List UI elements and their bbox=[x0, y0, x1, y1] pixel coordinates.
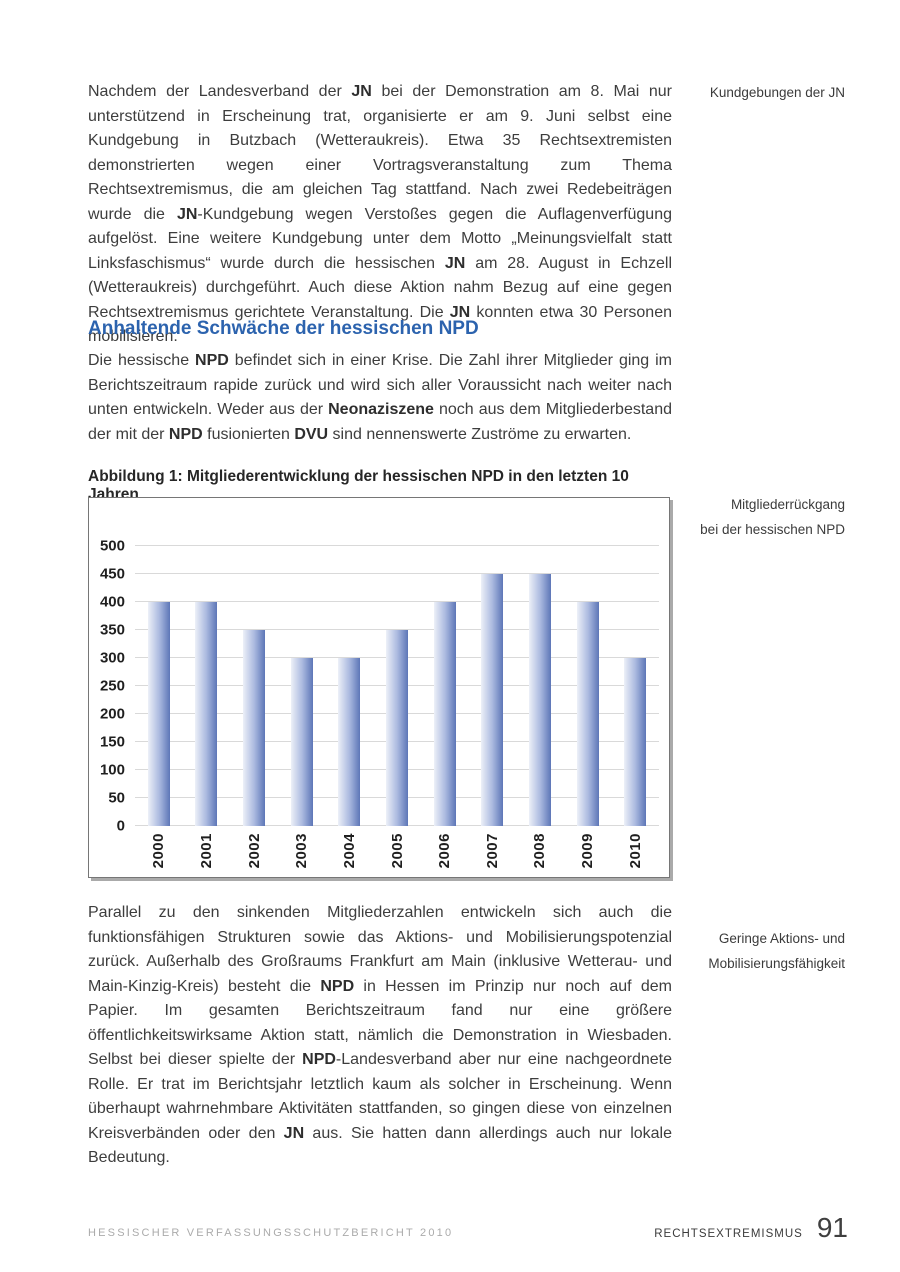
bar-2004 bbox=[338, 658, 361, 826]
margin-note-aktionsfaehigkeit: Geringe Aktions- und Mobilisierungsfähig… bbox=[675, 926, 845, 976]
x-tick-2000: 2000 bbox=[135, 826, 183, 876]
section-heading-npd-schwaeche: Anhaltende Schwäche der hessischen NPD bbox=[88, 318, 479, 339]
y-tick-label-200: 200 bbox=[99, 705, 125, 723]
margin-note-kundgebungen: Kundgebungen der JN bbox=[675, 80, 845, 105]
margin-note-aktionsfaehigkeit-line1: Geringe Aktions- und bbox=[718, 931, 845, 946]
chart-plot-area bbox=[135, 545, 659, 826]
gridline-350 bbox=[135, 629, 659, 630]
y-tick-label-250: 250 bbox=[99, 677, 125, 695]
membership-bar-chart: 0 50 100 150 200 250 300 350 400 450 500 2000 2001 2… bbox=[88, 497, 670, 878]
chart-x-axis: 2000 2001 2002 2003 2004 2005 2006 2007 2008 2009… bbox=[135, 826, 659, 876]
bar-slot-2001 bbox=[183, 546, 231, 826]
footer-page-number: 91 bbox=[816, 1212, 848, 1243]
y-tick-label-400: 400 bbox=[99, 593, 125, 611]
x-tick-2010: 2010 bbox=[611, 826, 659, 876]
bar-2009 bbox=[576, 602, 599, 826]
bar-slot-2008 bbox=[516, 546, 564, 826]
x-tick-label-2003: 2003 bbox=[293, 833, 311, 869]
y-tick-label-0: 0 bbox=[116, 817, 125, 835]
bar-slot-2007 bbox=[468, 546, 516, 826]
x-tick-2004: 2004 bbox=[326, 826, 374, 876]
bar-2000 bbox=[147, 602, 170, 826]
x-tick-label-2002: 2002 bbox=[245, 833, 263, 869]
x-tick-2003: 2003 bbox=[278, 826, 326, 876]
x-tick-label-2001: 2001 bbox=[197, 833, 215, 869]
y-tick-label-150: 150 bbox=[99, 733, 125, 751]
x-tick-2006: 2006 bbox=[421, 826, 469, 876]
bar-slot-2009 bbox=[564, 546, 612, 826]
margin-note-mitgliederrueckgang: Mitgliederrückgang bei der hessischen NP… bbox=[675, 492, 845, 542]
y-tick-label-100: 100 bbox=[99, 761, 125, 779]
bar-2008 bbox=[528, 574, 551, 826]
x-tick-label-2004: 2004 bbox=[340, 833, 358, 869]
bar-slot-2003 bbox=[278, 546, 326, 826]
x-tick-label-2008: 2008 bbox=[531, 833, 549, 869]
bar-slot-2006 bbox=[421, 546, 469, 826]
bar-2001 bbox=[195, 602, 218, 826]
bar-slot-2002 bbox=[230, 546, 278, 826]
bar-2002 bbox=[243, 630, 266, 826]
footer-chapter-label: RECHTSEXTREMISMUS bbox=[654, 1228, 803, 1240]
margin-note-kundgebungen-text: Kundgebungen der JN bbox=[709, 85, 845, 100]
y-tick-label-300: 300 bbox=[99, 649, 125, 667]
bar-2006 bbox=[433, 602, 456, 826]
y-tick-label-50: 50 bbox=[108, 789, 125, 807]
x-tick-2002: 2002 bbox=[230, 826, 278, 876]
x-tick-2009: 2009 bbox=[564, 826, 612, 876]
margin-note-mitgliederrueckgang-line2: bei der hessischen NPD bbox=[700, 522, 845, 537]
x-tick-label-2009: 2009 bbox=[579, 833, 597, 869]
x-tick-2008: 2008 bbox=[516, 826, 564, 876]
paragraph-jn-kundgebungen: Nachdem der Landesverband der JN bei der… bbox=[88, 83, 672, 345]
x-tick-label-2006: 2006 bbox=[436, 833, 454, 869]
gridline-400 bbox=[135, 601, 659, 602]
margin-note-mitgliederrueckgang-line1: Mitgliederrückgang bbox=[730, 497, 845, 512]
bar-2007 bbox=[481, 574, 504, 826]
gridline-450 bbox=[135, 573, 659, 574]
bar-slot-2005 bbox=[373, 546, 421, 826]
gridline-500 bbox=[135, 545, 659, 546]
chart-y-axis: 0 50 100 150 200 250 300 350 400 450 500 bbox=[89, 539, 127, 834]
bar-slot-2010 bbox=[611, 546, 659, 826]
y-tick-label-500: 500 bbox=[99, 537, 125, 555]
paragraph-npd-krise: Die hessische NPD befindet sich in einer… bbox=[88, 352, 673, 443]
bar-2005 bbox=[386, 630, 409, 826]
bar-slot-2004 bbox=[326, 546, 374, 826]
bar-slot-2000 bbox=[135, 546, 183, 826]
chart-bars bbox=[135, 546, 659, 826]
margin-note-aktionsfaehigkeit-line2: Mobilisierungsfähigkeit bbox=[708, 956, 845, 971]
bar-2010 bbox=[624, 658, 647, 826]
y-tick-label-450: 450 bbox=[99, 565, 125, 583]
x-tick-label-2010: 2010 bbox=[626, 833, 644, 869]
paragraph-aktionspotenzial: Parallel zu den sinkenden Mitgliederzahl… bbox=[88, 904, 673, 1166]
x-tick-2007: 2007 bbox=[468, 826, 516, 876]
y-tick-label-350: 350 bbox=[99, 621, 125, 639]
x-tick-label-2007: 2007 bbox=[483, 833, 501, 869]
bar-2003 bbox=[290, 658, 313, 826]
footer-report-title: HESSISCHER VERFASSUNGSSCHUTZBERICHT 2010 bbox=[88, 1227, 454, 1239]
footer-right-group: RECHTSEXTREMISMUS 91 bbox=[654, 1214, 848, 1242]
x-tick-label-2005: 2005 bbox=[388, 833, 406, 869]
x-tick-label-2000: 2000 bbox=[150, 833, 168, 869]
x-tick-2001: 2001 bbox=[183, 826, 231, 876]
x-tick-2005: 2005 bbox=[373, 826, 421, 876]
